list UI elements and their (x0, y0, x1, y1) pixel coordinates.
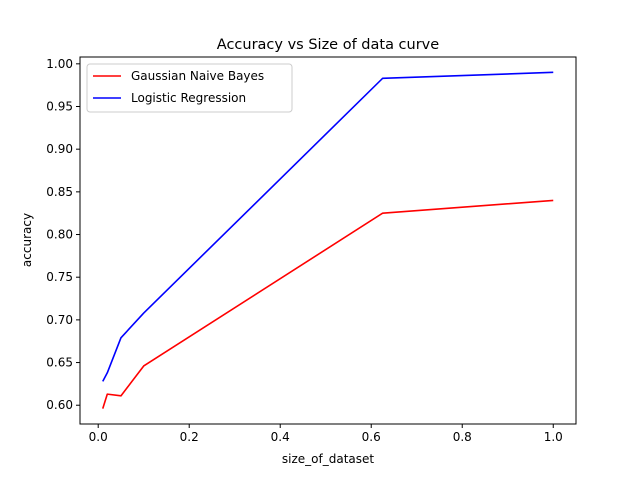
legend: Gaussian Naive Bayes Logistic Regression (86, 63, 293, 113)
y-tick-label: 0.80 (46, 228, 73, 242)
legend-label-0: Gaussian Naive Bayes (131, 69, 264, 83)
x-tick-label: 1.0 (544, 430, 563, 444)
chart-title: Accuracy vs Size of data curve (217, 37, 439, 53)
x-axis-label: size_of_dataset (282, 452, 374, 466)
y-axis: 0.60 0.65 0.70 0.75 0.80 0.85 0.90 0.95 1.00 (46, 57, 80, 412)
series-line-0 (101, 199, 554, 409)
y-tick-label: 0.95 (46, 100, 73, 114)
y-tick-label: 0.70 (46, 313, 73, 327)
y-axis-label: accuracy (20, 213, 34, 267)
y-tick-label: 0.85 (46, 185, 73, 199)
y-tick-label: 0.90 (46, 142, 73, 156)
x-tick-label: 0.0 (89, 430, 108, 444)
x-tick-label: 0.6 (362, 430, 381, 444)
plot-area (101, 71, 554, 409)
y-tick-label: 1.00 (46, 57, 73, 71)
legend-box (86, 63, 293, 113)
x-tick-label: 0.4 (271, 430, 290, 444)
x-tick-label: 0.2 (180, 430, 199, 444)
legend-label-1: Logistic Regression (131, 91, 246, 105)
y-tick-label: 0.75 (46, 270, 73, 284)
axes-frame (79, 56, 577, 425)
y-tick-label: 0.60 (46, 398, 73, 412)
y-tick-label: 0.65 (46, 356, 73, 370)
x-tick-label: 0.8 (453, 430, 472, 444)
x-axis: 0.0 0.2 0.4 0.6 0.8 1.0 (89, 424, 563, 444)
series-line-1 (102, 71, 554, 382)
